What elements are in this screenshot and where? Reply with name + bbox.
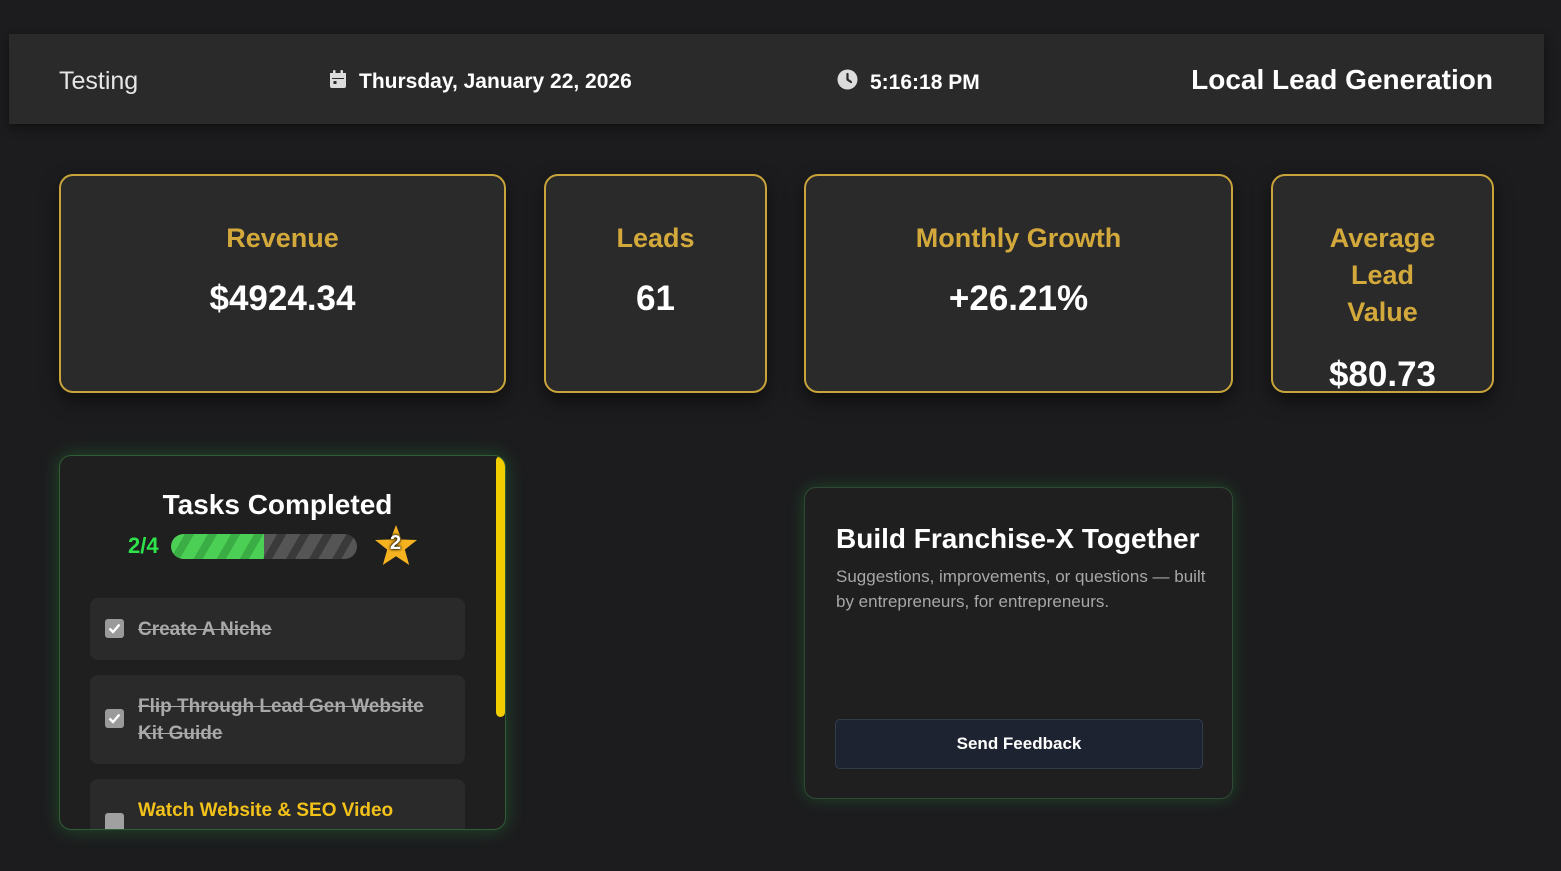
tasks-title: Tasks Completed	[162, 489, 393, 520]
account-name: Testing	[59, 67, 139, 95]
stat-label: Leads	[616, 223, 695, 253]
checkmark-icon	[108, 623, 121, 634]
star-count: 2	[390, 532, 402, 554]
current-time: 5:16:18 PM	[837, 69, 980, 96]
clock-icon	[837, 69, 858, 96]
stat-label: Average Lead Value	[1329, 223, 1436, 327]
top-bar: Testing Thursday, January 22, 2026 5:16:…	[9, 34, 1544, 124]
send-feedback-button[interactable]: Send Feedback	[835, 719, 1203, 769]
stat-card-average-lead-value: Average Lead Value $80.73	[1271, 174, 1494, 394]
time-text: 5:16:18 PM	[870, 70, 980, 94]
progress-count: 2/4	[128, 533, 159, 558]
stat-value: +26.21%	[948, 279, 1089, 318]
stat-label: Revenue	[226, 223, 339, 253]
progress-bar	[170, 533, 357, 559]
task-checkbox[interactable]	[105, 813, 124, 829]
app-title: Local Lead Generation	[1191, 64, 1493, 95]
star-badge: 2	[373, 523, 419, 569]
stat-card-monthly-growth: Monthly Growth +26.21%	[804, 174, 1233, 393]
stat-value: 61	[636, 279, 675, 318]
feedback-description: Suggestions, improvements, or questions …	[836, 567, 1206, 611]
star-icon	[374, 525, 417, 565]
task-item[interactable]: Watch Website & SEO Video	[90, 779, 465, 829]
stat-value: $80.73	[1328, 355, 1437, 394]
current-date: Thursday, January 22, 2026	[329, 69, 632, 95]
task-checkbox[interactable]	[105, 619, 124, 638]
checkmark-icon	[108, 713, 121, 724]
date-text: Thursday, January 22, 2026	[359, 70, 632, 93]
feedback-panel: Build Franchise-X Together Suggestions, …	[804, 487, 1233, 799]
stat-label: Monthly Growth	[915, 223, 1122, 253]
tasks-progress: 2/4 2	[128, 523, 419, 569]
task-item[interactable]: Flip Through Lead Gen Website Kit Guide	[90, 675, 465, 764]
tasks-scrollbar[interactable]	[496, 456, 505, 717]
task-label: Watch Website & SEO Video	[138, 800, 394, 821]
calendar-icon	[329, 69, 347, 95]
progress-fill	[170, 533, 264, 559]
task-checkbox[interactable]	[105, 709, 124, 728]
stat-card-revenue: Revenue $4924.34	[59, 174, 506, 393]
feedback-title: Build Franchise-X Together	[836, 523, 1200, 554]
stat-value: $4924.34	[209, 279, 356, 318]
task-label: Flip Through Lead Gen Website Kit Guide	[138, 696, 424, 744]
stat-card-leads: Leads 61	[544, 174, 767, 393]
task-item[interactable]: Create A Niche	[90, 598, 465, 660]
task-label: Create A Niche	[138, 619, 272, 640]
tasks-panel[interactable]: Tasks Completed 2/4 2 Create A Niche Fli…	[59, 455, 506, 830]
